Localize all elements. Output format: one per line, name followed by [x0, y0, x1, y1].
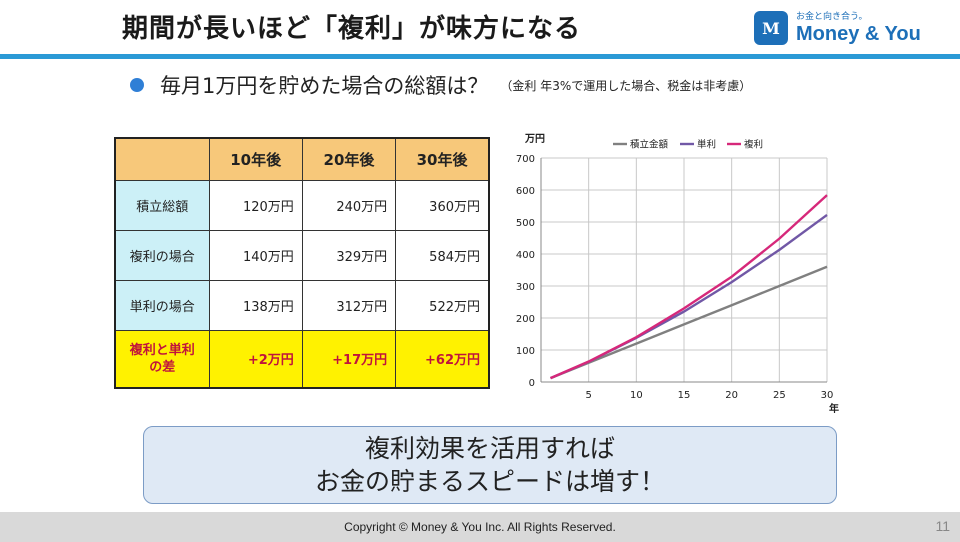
- difference-row: 複利と単利 の差 +2万円 +17万円 +62万円: [114, 329, 490, 389]
- slide-title: 期間が長いほど「複利」が味方になる: [122, 14, 582, 44]
- difference-row-header: 複利と単利 の差: [114, 329, 210, 389]
- column-header: 20年後: [301, 137, 397, 181]
- table-cell: 138万円: [208, 279, 303, 331]
- difference-cell: +62万円: [395, 329, 490, 389]
- difference-cell: +2万円: [208, 329, 303, 389]
- row-header: 積立総額: [114, 179, 210, 231]
- column-header: 10年後: [208, 137, 303, 181]
- y-tick-label: 300: [516, 282, 535, 293]
- legend-label: 単利: [697, 139, 716, 151]
- x-tick-label: 10: [630, 390, 643, 401]
- table-cell: 120万円: [208, 179, 303, 231]
- conclusion-callout: 複利効果を活用すれば お金の貯まるスピードは増す！: [143, 426, 837, 504]
- y-tick-label: 400: [516, 250, 535, 261]
- difference-cell: +17万円: [301, 329, 397, 389]
- comparison-table: 10年後 20年後 30年後 積立総額 120万円 240万円 360万円 複利…: [114, 137, 490, 389]
- y-tick-label: 500: [516, 218, 535, 229]
- subtitle: 毎月1万円を貯めた場合の総額は？ （金利 年3%で運用した場合、税金は非考慮）: [130, 70, 751, 100]
- row-header: 単利の場合: [114, 279, 210, 331]
- logo-mark-icon: M: [754, 11, 788, 45]
- series-line-複利: [550, 194, 828, 380]
- logo-tagline: お金と向き合う。: [796, 11, 868, 22]
- legend-label: 積立金額: [630, 139, 669, 151]
- legend-label: 複利: [744, 139, 763, 151]
- footer-bar: Copyright © Money & You Inc. All Rights …: [0, 512, 960, 542]
- x-axis-unit-label: 年: [829, 402, 839, 415]
- bullet-icon: [130, 78, 144, 92]
- callout-line1: 複利効果を活用すれば: [364, 434, 615, 463]
- subtitle-note: （金利 年3%で運用した場合、税金は非考慮）: [500, 78, 752, 93]
- growth-line-chart: 万円 年 0 100 200 300 400 500 600 700 5 10 15 20 25 30 積…: [516, 133, 839, 415]
- table-cell: 522万円: [395, 279, 490, 331]
- x-tick-label: 5: [585, 390, 591, 401]
- x-tick-label: 20: [725, 390, 738, 401]
- table-row: 積立総額 120万円 240万円 360万円: [114, 179, 490, 231]
- subtitle-text: 毎月1万円を貯めた場合の総額は？: [160, 74, 489, 98]
- y-axis-unit-label: 万円: [524, 133, 545, 145]
- title-divider: [0, 54, 960, 59]
- difference-label-line2: の差: [149, 359, 176, 375]
- table-cell: 240万円: [301, 179, 397, 231]
- copyright-text: Copyright © Money & You Inc. All Rights …: [344, 520, 616, 534]
- y-tick-label: 100: [516, 346, 535, 357]
- logo-name: Money & You: [796, 22, 921, 45]
- table-cell: 329万円: [301, 229, 397, 281]
- column-header: 30年後: [395, 137, 490, 181]
- callout-line2: お金の貯まるスピードは増す！: [314, 467, 665, 496]
- difference-label-line1: 複利と単利: [129, 342, 195, 358]
- page-number: 11: [935, 518, 950, 534]
- y-tick-label: 200: [516, 314, 535, 325]
- table-cell: 312万円: [301, 279, 397, 331]
- x-tick-label: 15: [678, 390, 691, 401]
- table-cell: 360万円: [395, 179, 490, 231]
- row-header: 複利の場合: [114, 229, 210, 281]
- series-line-単利: [550, 213, 828, 380]
- table-row: 単利の場合 138万円 312万円 522万円: [114, 279, 490, 331]
- y-tick-label: 700: [516, 154, 535, 165]
- table-cell: 140万円: [208, 229, 303, 281]
- table-cell: 584万円: [395, 229, 490, 281]
- y-tick-label: 600: [516, 186, 535, 197]
- x-tick-label: 25: [773, 390, 786, 401]
- x-tick-label: 30: [821, 390, 834, 401]
- table-header-row: 10年後 20年後 30年後: [114, 137, 490, 181]
- table-corner: [114, 137, 210, 181]
- y-tick-label: 0: [529, 378, 535, 389]
- table-row: 複利の場合 140万円 329万円 584万円: [114, 229, 490, 281]
- company-logo: M お金と向き合う。 Money & You: [754, 8, 944, 48]
